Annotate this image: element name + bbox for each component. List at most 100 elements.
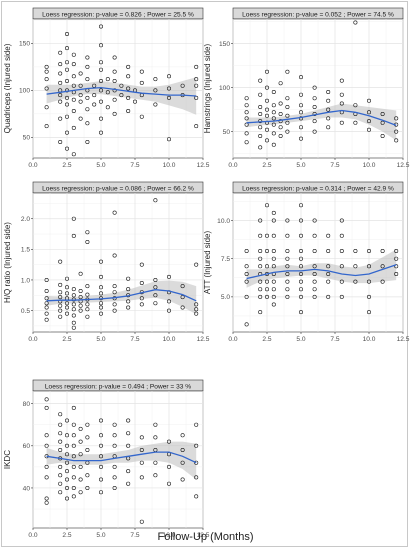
data-point	[112, 88, 117, 93]
data-point	[99, 67, 104, 72]
data-point	[271, 233, 276, 238]
data-point	[180, 447, 185, 452]
panel-1: Loess regression: p-value = 0.826 ; Powe…	[3, 7, 210, 169]
data-point	[353, 264, 358, 269]
data-point	[180, 305, 185, 310]
data-point	[71, 109, 76, 114]
data-point	[65, 291, 70, 296]
data-point	[139, 460, 144, 465]
loess-fit-line	[246, 264, 397, 280]
data-point	[298, 218, 303, 223]
data-point	[194, 64, 199, 69]
x-tick-label: 10.0	[163, 336, 176, 343]
data-point	[99, 311, 104, 316]
data-point	[85, 284, 90, 289]
data-point	[285, 129, 290, 134]
y-tick-label: 7.5	[221, 256, 230, 263]
data-point	[44, 397, 49, 402]
data-point	[326, 279, 331, 284]
data-point	[326, 98, 331, 103]
data-point	[312, 294, 317, 299]
data-point	[194, 460, 199, 465]
data-point	[58, 447, 63, 452]
x-tick-label: 7.5	[130, 336, 139, 343]
data-point	[44, 305, 49, 310]
data-point	[153, 301, 158, 306]
x-tick-label: 0.0	[228, 162, 237, 169]
data-point	[99, 285, 104, 290]
data-point	[58, 71, 63, 76]
data-point	[298, 116, 303, 121]
data-point	[71, 83, 76, 88]
data-point	[112, 55, 117, 60]
data-point	[298, 125, 303, 130]
data-point	[285, 233, 290, 238]
x-tick-label: 5.0	[296, 336, 305, 343]
data-point	[65, 146, 70, 151]
x-tick-label: 2.5	[62, 162, 71, 169]
data-point	[133, 99, 138, 104]
x-tick-label: 2.5	[262, 336, 271, 343]
data-point	[285, 271, 290, 276]
data-point	[298, 103, 303, 108]
data-point	[153, 102, 158, 107]
data-point	[99, 60, 104, 65]
data-point	[264, 138, 269, 143]
data-point	[139, 80, 144, 85]
data-point	[244, 279, 249, 284]
data-point	[44, 500, 49, 505]
data-point	[44, 496, 49, 501]
data-point	[78, 71, 83, 76]
data-point	[339, 120, 344, 125]
data-point	[258, 264, 263, 269]
loess-fit-line	[46, 289, 197, 302]
data-point	[244, 122, 249, 127]
data-point	[312, 271, 317, 276]
data-point	[126, 418, 131, 423]
data-point	[139, 475, 144, 480]
data-point	[244, 131, 249, 136]
data-point	[65, 305, 70, 310]
y-tick-label: 1.0	[21, 277, 30, 284]
y-tick-label: 1.5	[21, 247, 30, 254]
data-point	[258, 294, 263, 299]
data-point	[139, 519, 144, 524]
data-point	[312, 105, 317, 110]
data-point	[153, 460, 158, 465]
data-point	[194, 77, 199, 82]
data-point	[326, 90, 331, 95]
data-point	[394, 129, 399, 134]
data-point	[194, 311, 199, 316]
data-point	[380, 120, 385, 125]
data-point	[380, 264, 385, 269]
data-point	[99, 274, 104, 279]
data-point	[271, 103, 276, 108]
data-point	[71, 443, 76, 448]
data-point	[92, 102, 97, 107]
y-tick-label: 150	[219, 41, 230, 48]
data-point	[153, 293, 158, 298]
data-point	[112, 290, 117, 295]
data-point	[339, 249, 344, 254]
data-point	[58, 490, 63, 495]
data-point	[44, 86, 49, 91]
data-point	[366, 294, 371, 299]
data-point	[78, 288, 83, 293]
data-point	[194, 422, 199, 427]
data-point	[44, 464, 49, 469]
data-point	[264, 279, 269, 284]
data-point	[99, 443, 104, 448]
data-point	[71, 233, 76, 238]
data-point	[258, 134, 263, 139]
data-point	[126, 431, 131, 436]
data-point	[71, 62, 76, 67]
data-point	[44, 296, 49, 301]
data-point	[78, 477, 83, 482]
data-point	[126, 481, 131, 486]
data-point	[78, 439, 83, 444]
panel-title: Loess regression: p-value = 0.494 ; Powe…	[45, 383, 191, 390]
data-point	[298, 203, 303, 208]
data-point	[326, 294, 331, 299]
data-point	[285, 113, 290, 118]
data-point	[65, 433, 70, 438]
